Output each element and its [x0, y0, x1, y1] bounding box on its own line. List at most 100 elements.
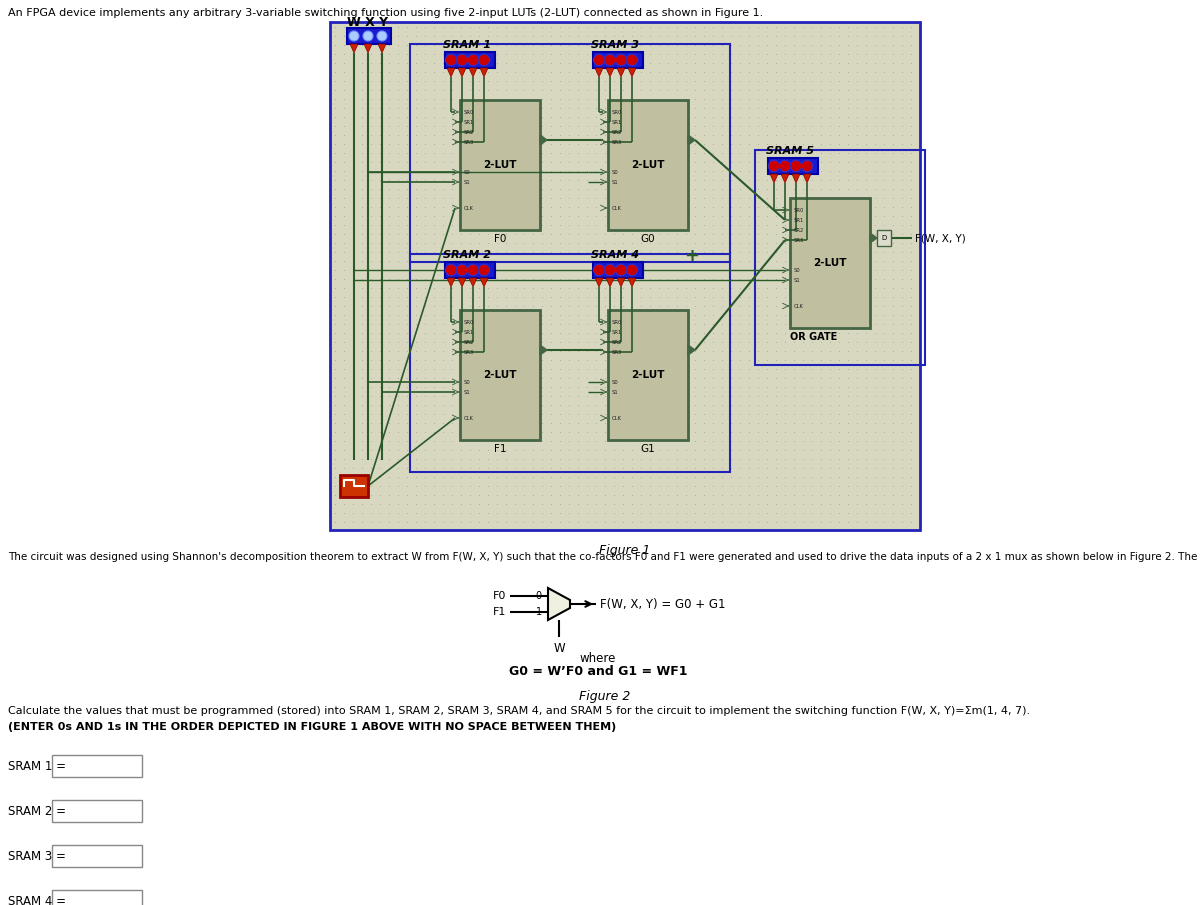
Circle shape	[594, 265, 604, 274]
Bar	[410, 44, 730, 262]
Polygon shape	[770, 174, 778, 183]
Circle shape	[792, 161, 800, 170]
Text: W X Y: W X Y	[347, 16, 388, 29]
Polygon shape	[378, 44, 386, 53]
Polygon shape	[617, 68, 625, 77]
Polygon shape	[628, 278, 636, 287]
Circle shape	[594, 55, 604, 64]
Text: CLK: CLK	[464, 205, 474, 211]
Circle shape	[468, 265, 478, 274]
Bar	[52, 755, 142, 777]
Text: CLK: CLK	[612, 415, 622, 421]
Text: F0: F0	[494, 234, 506, 244]
Text: Figure 1: Figure 1	[599, 544, 650, 557]
Bar	[445, 262, 496, 278]
Circle shape	[468, 55, 478, 64]
Text: Calculate the values that must be programmed (stored) into SRAM 1, SRAM 2, SRAM : Calculate the values that must be progra…	[8, 706, 1030, 716]
Text: SR2: SR2	[464, 129, 474, 135]
Text: 2-LUT: 2-LUT	[631, 370, 665, 380]
Bar	[340, 475, 368, 497]
Bar	[347, 28, 391, 44]
Text: SR3: SR3	[794, 237, 804, 243]
Text: G1: G1	[641, 444, 655, 454]
Text: SRAM 3 =: SRAM 3 =	[8, 850, 66, 862]
Bar	[877, 230, 890, 246]
Circle shape	[378, 32, 386, 40]
Bar	[593, 52, 643, 68]
Text: SR0: SR0	[612, 110, 623, 115]
Bar	[608, 100, 688, 230]
Polygon shape	[688, 345, 695, 355]
Text: 2-LUT: 2-LUT	[484, 370, 517, 380]
Text: SR1: SR1	[612, 329, 623, 335]
Text: D: D	[881, 235, 887, 241]
Text: SR3: SR3	[612, 349, 623, 355]
Text: CLK: CLK	[794, 303, 804, 309]
Text: F0: F0	[493, 591, 506, 601]
Text: S0: S0	[612, 379, 619, 385]
Polygon shape	[469, 278, 478, 287]
Polygon shape	[350, 44, 358, 53]
Text: SR0: SR0	[612, 319, 623, 325]
Text: S1: S1	[464, 389, 470, 395]
Polygon shape	[480, 278, 488, 287]
Text: S0: S0	[464, 169, 470, 175]
Text: S1: S1	[612, 389, 619, 395]
Polygon shape	[458, 68, 466, 77]
Polygon shape	[469, 68, 478, 77]
Text: SR2: SR2	[612, 129, 623, 135]
Circle shape	[769, 161, 779, 170]
Text: CLK: CLK	[464, 415, 474, 421]
Text: S1: S1	[612, 179, 619, 185]
Text: S0: S0	[612, 169, 619, 175]
Text: (ENTER 0s AND 1s IN THE ORDER DEPICTED IN FIGURE 1 ABOVE WITH NO SPACE BETWEEN T: (ENTER 0s AND 1s IN THE ORDER DEPICTED I…	[8, 722, 617, 732]
Polygon shape	[781, 174, 790, 183]
Text: 2-LUT: 2-LUT	[631, 160, 665, 170]
Text: SR0: SR0	[464, 319, 474, 325]
Circle shape	[803, 161, 811, 170]
Circle shape	[446, 55, 456, 64]
Text: 1: 1	[536, 607, 542, 617]
Text: S1: S1	[464, 179, 470, 185]
Circle shape	[628, 55, 636, 64]
Text: SR2: SR2	[794, 227, 804, 233]
Text: F1: F1	[493, 444, 506, 454]
Polygon shape	[540, 135, 547, 145]
Polygon shape	[870, 233, 877, 243]
Text: 0: 0	[536, 591, 542, 601]
Circle shape	[780, 161, 790, 170]
Bar	[755, 150, 925, 365]
Polygon shape	[446, 278, 455, 287]
Bar	[410, 254, 730, 472]
Bar	[52, 800, 142, 822]
Text: W: W	[553, 642, 565, 655]
Circle shape	[364, 32, 372, 40]
Circle shape	[457, 265, 467, 274]
Polygon shape	[548, 588, 570, 620]
Bar	[460, 100, 540, 230]
Text: S1: S1	[794, 278, 800, 282]
Bar	[330, 22, 920, 530]
Text: SRAM 2: SRAM 2	[443, 250, 491, 260]
Text: G0: G0	[641, 234, 655, 244]
Text: SR2: SR2	[464, 339, 474, 345]
Circle shape	[606, 55, 614, 64]
Text: Figure 2: Figure 2	[580, 690, 631, 703]
Polygon shape	[688, 135, 695, 145]
Polygon shape	[595, 68, 604, 77]
Text: SR1: SR1	[464, 329, 474, 335]
Polygon shape	[606, 278, 614, 287]
Text: +: +	[684, 247, 700, 265]
Circle shape	[457, 55, 467, 64]
Text: SRAM 5: SRAM 5	[766, 146, 814, 156]
Polygon shape	[595, 278, 604, 287]
Polygon shape	[803, 174, 811, 183]
Text: SRAM 3: SRAM 3	[592, 40, 640, 50]
Text: SRAM 4 =: SRAM 4 =	[8, 894, 66, 905]
Bar	[52, 845, 142, 867]
Text: SR3: SR3	[464, 139, 474, 145]
Circle shape	[617, 265, 625, 274]
Polygon shape	[458, 278, 466, 287]
Text: SR1: SR1	[464, 119, 474, 125]
Text: where: where	[580, 652, 616, 665]
